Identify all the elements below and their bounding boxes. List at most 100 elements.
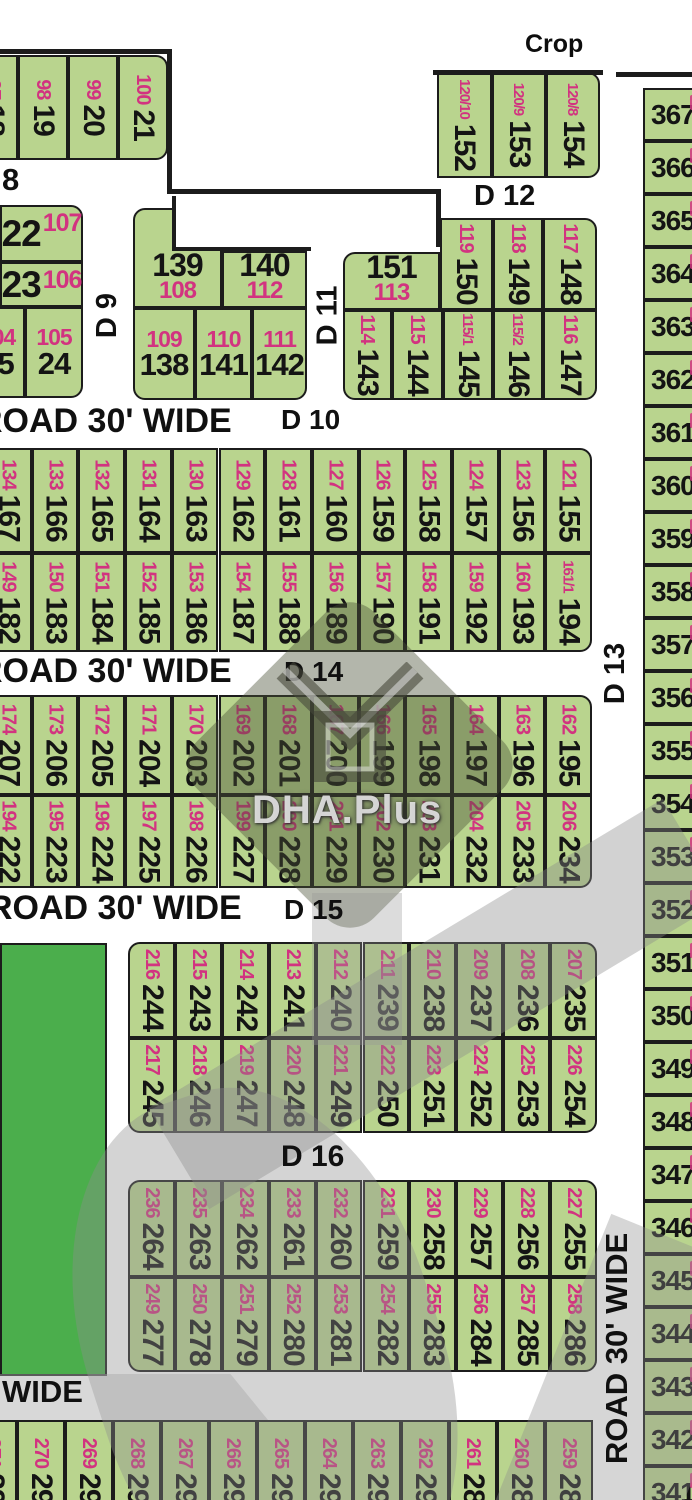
plot-cell[interactable]: 264 292 [305, 1420, 353, 1500]
plot-cell[interactable]: 269 297 [65, 1420, 113, 1500]
plot-cell[interactable]: 253 281 [315, 1277, 363, 1372]
plot-cell[interactable]: 201 229 [311, 795, 359, 888]
plot-cell[interactable]: 109 138 [133, 308, 195, 400]
plot-cell[interactable]: 234 262 [221, 1180, 269, 1277]
plot-cell[interactable]: 227 255 [550, 1180, 597, 1277]
plot-cell[interactable]: 222 250 [362, 1038, 410, 1133]
plot-cell[interactable]: 132 165 [78, 448, 126, 553]
plot-cell[interactable]: 349 [643, 1042, 692, 1095]
plot-cell[interactable]: 163 196 [498, 695, 546, 795]
plot-cell[interactable]: 194 222 [0, 795, 32, 888]
plot-cell[interactable]: 258 286 [550, 1277, 597, 1372]
plot-cell[interactable]: 154 187 [218, 553, 266, 652]
plot-cell[interactable]: 120/9 153 [492, 72, 546, 178]
plot-cell[interactable]: 261 289 [449, 1420, 497, 1500]
plot-cell[interactable]: 214 242 [221, 942, 269, 1038]
plot-cell[interactable]: 115/2 146 [493, 310, 543, 400]
plot-cell[interactable]: 115/1 145 [443, 310, 493, 400]
plot-cell[interactable]: 115 144 [392, 310, 443, 400]
plot-cell[interactable]: 22 107 [0, 205, 83, 262]
plot-cell[interactable]: 212 240 [315, 942, 363, 1038]
plot-cell[interactable]: 131 164 [125, 448, 172, 553]
plot-cell[interactable]: 350 [643, 989, 692, 1042]
plot-cell[interactable]: 160 193 [498, 553, 546, 652]
plot-cell[interactable]: 151 184 [78, 553, 126, 652]
plot-cell[interactable]: 352 [643, 883, 692, 936]
plot-cell[interactable]: 354 [643, 777, 692, 830]
plot-cell[interactable]: 133 166 [31, 448, 79, 553]
plot-cell[interactable]: 149 182 [0, 553, 32, 652]
plot-cell[interactable]: 205 233 [498, 795, 546, 888]
plot-cell[interactable]: 357 [643, 618, 692, 671]
plot-cell[interactable]: 224 252 [456, 1038, 504, 1133]
plot-cell[interactable]: 346 [643, 1201, 692, 1254]
plot-cell[interactable]: 255 283 [409, 1277, 457, 1372]
plot-cell[interactable]: 111 142 [252, 308, 307, 400]
plot-cell[interactable]: 125 158 [405, 448, 452, 553]
plot-cell[interactable]: 345 [643, 1254, 692, 1307]
plot-cell[interactable]: 268 296 [113, 1420, 161, 1500]
plot-cell[interactable]: 152 185 [125, 553, 172, 652]
plot-cell[interactable]: 211 239 [362, 942, 410, 1038]
plot-cell[interactable]: 251 279 [221, 1277, 269, 1372]
plot-cell[interactable]: 225 253 [503, 1038, 551, 1133]
plot-cell[interactable]: 157 190 [358, 553, 406, 652]
plot-cell[interactable]: 231 259 [362, 1180, 410, 1277]
plot-cell[interactable]: 120/10 152 [437, 72, 492, 178]
plot-cell[interactable]: 116 147 [543, 310, 597, 400]
plot-cell[interactable]: 343 [643, 1360, 692, 1413]
plot-cell[interactable]: 167 200 [311, 695, 359, 795]
plot-cell[interactable]: 342 [643, 1413, 692, 1466]
plot-cell[interactable]: 150 183 [31, 553, 79, 652]
plot-cell[interactable]: 260 288 [497, 1420, 545, 1500]
plot-cell[interactable]: 204 232 [452, 795, 499, 888]
plot-cell[interactable]: 196 224 [78, 795, 126, 888]
plot-cell[interactable]: 123 156 [498, 448, 546, 553]
plot-cell[interactable]: 197 225 [125, 795, 172, 888]
plot-cell[interactable]: 162 195 [545, 695, 593, 795]
plot-cell[interactable]: 171 204 [125, 695, 172, 795]
plot-cell[interactable]: 198 226 [171, 795, 219, 888]
plot-cell[interactable]: 159 192 [452, 553, 499, 652]
plot-cell[interactable]: 206 234 [545, 795, 593, 888]
plot-cell[interactable]: 119 150 [440, 218, 493, 310]
plot-cell[interactable]: 126 159 [358, 448, 406, 553]
plot-cell[interactable]: 208 236 [503, 942, 551, 1038]
plot-cell[interactable]: 360 [643, 459, 692, 512]
plot-cell[interactable]: 262 290 [401, 1420, 449, 1500]
plot-cell[interactable]: 250 278 [174, 1277, 222, 1372]
plot-cell[interactable]: 356 [643, 671, 692, 724]
plot-cell[interactable]: 98 19 [18, 55, 68, 160]
plot-cell[interactable]: 114 143 [343, 310, 392, 400]
plot-cell[interactable]: 365 [643, 194, 692, 247]
plot-cell[interactable]: 156 189 [311, 553, 359, 652]
plot-cell[interactable]: 120/8 154 [546, 72, 600, 178]
plot-cell[interactable]: 110 141 [195, 308, 252, 400]
plot-cell[interactable]: 195 223 [31, 795, 79, 888]
plot-cell[interactable]: 153 186 [171, 553, 219, 652]
plot-cell[interactable]: 226 254 [550, 1038, 597, 1133]
plot-cell[interactable]: 168 201 [265, 695, 312, 795]
plot-cell[interactable]: 161/1 194 [545, 553, 593, 652]
plot-cell[interactable]: 232 260 [315, 1180, 363, 1277]
plot-cell[interactable]: 257 285 [503, 1277, 551, 1372]
plot-cell[interactable]: 353 [643, 830, 692, 883]
plot-cell[interactable]: 363 [643, 300, 692, 353]
plot-cell[interactable]: 121 155 [545, 448, 593, 553]
plot-cell[interactable]: 364 [643, 247, 692, 300]
plot-cell[interactable]: 230 258 [409, 1180, 457, 1277]
plot-cell[interactable]: 209 237 [456, 942, 504, 1038]
plot-cell[interactable]: 344 [643, 1307, 692, 1360]
plot-cell[interactable]: 129 162 [218, 448, 266, 553]
plot-cell[interactable]: 228 256 [503, 1180, 551, 1277]
plot-cell[interactable]: 199 227 [218, 795, 266, 888]
plot-cell[interactable]: 97 18 [0, 55, 18, 160]
plot-cell[interactable]: 166 199 [358, 695, 406, 795]
plot-cell[interactable]: 200 228 [265, 795, 312, 888]
plot-cell[interactable]: 266 294 [209, 1420, 257, 1500]
plot-cell[interactable]: 128 161 [265, 448, 312, 553]
plot-cell[interactable]: 218 246 [174, 1038, 222, 1133]
plot-cell[interactable]: 165 198 [405, 695, 452, 795]
plot-cell[interactable]: 203 231 [405, 795, 452, 888]
plot-cell[interactable]: 249 277 [128, 1277, 175, 1372]
